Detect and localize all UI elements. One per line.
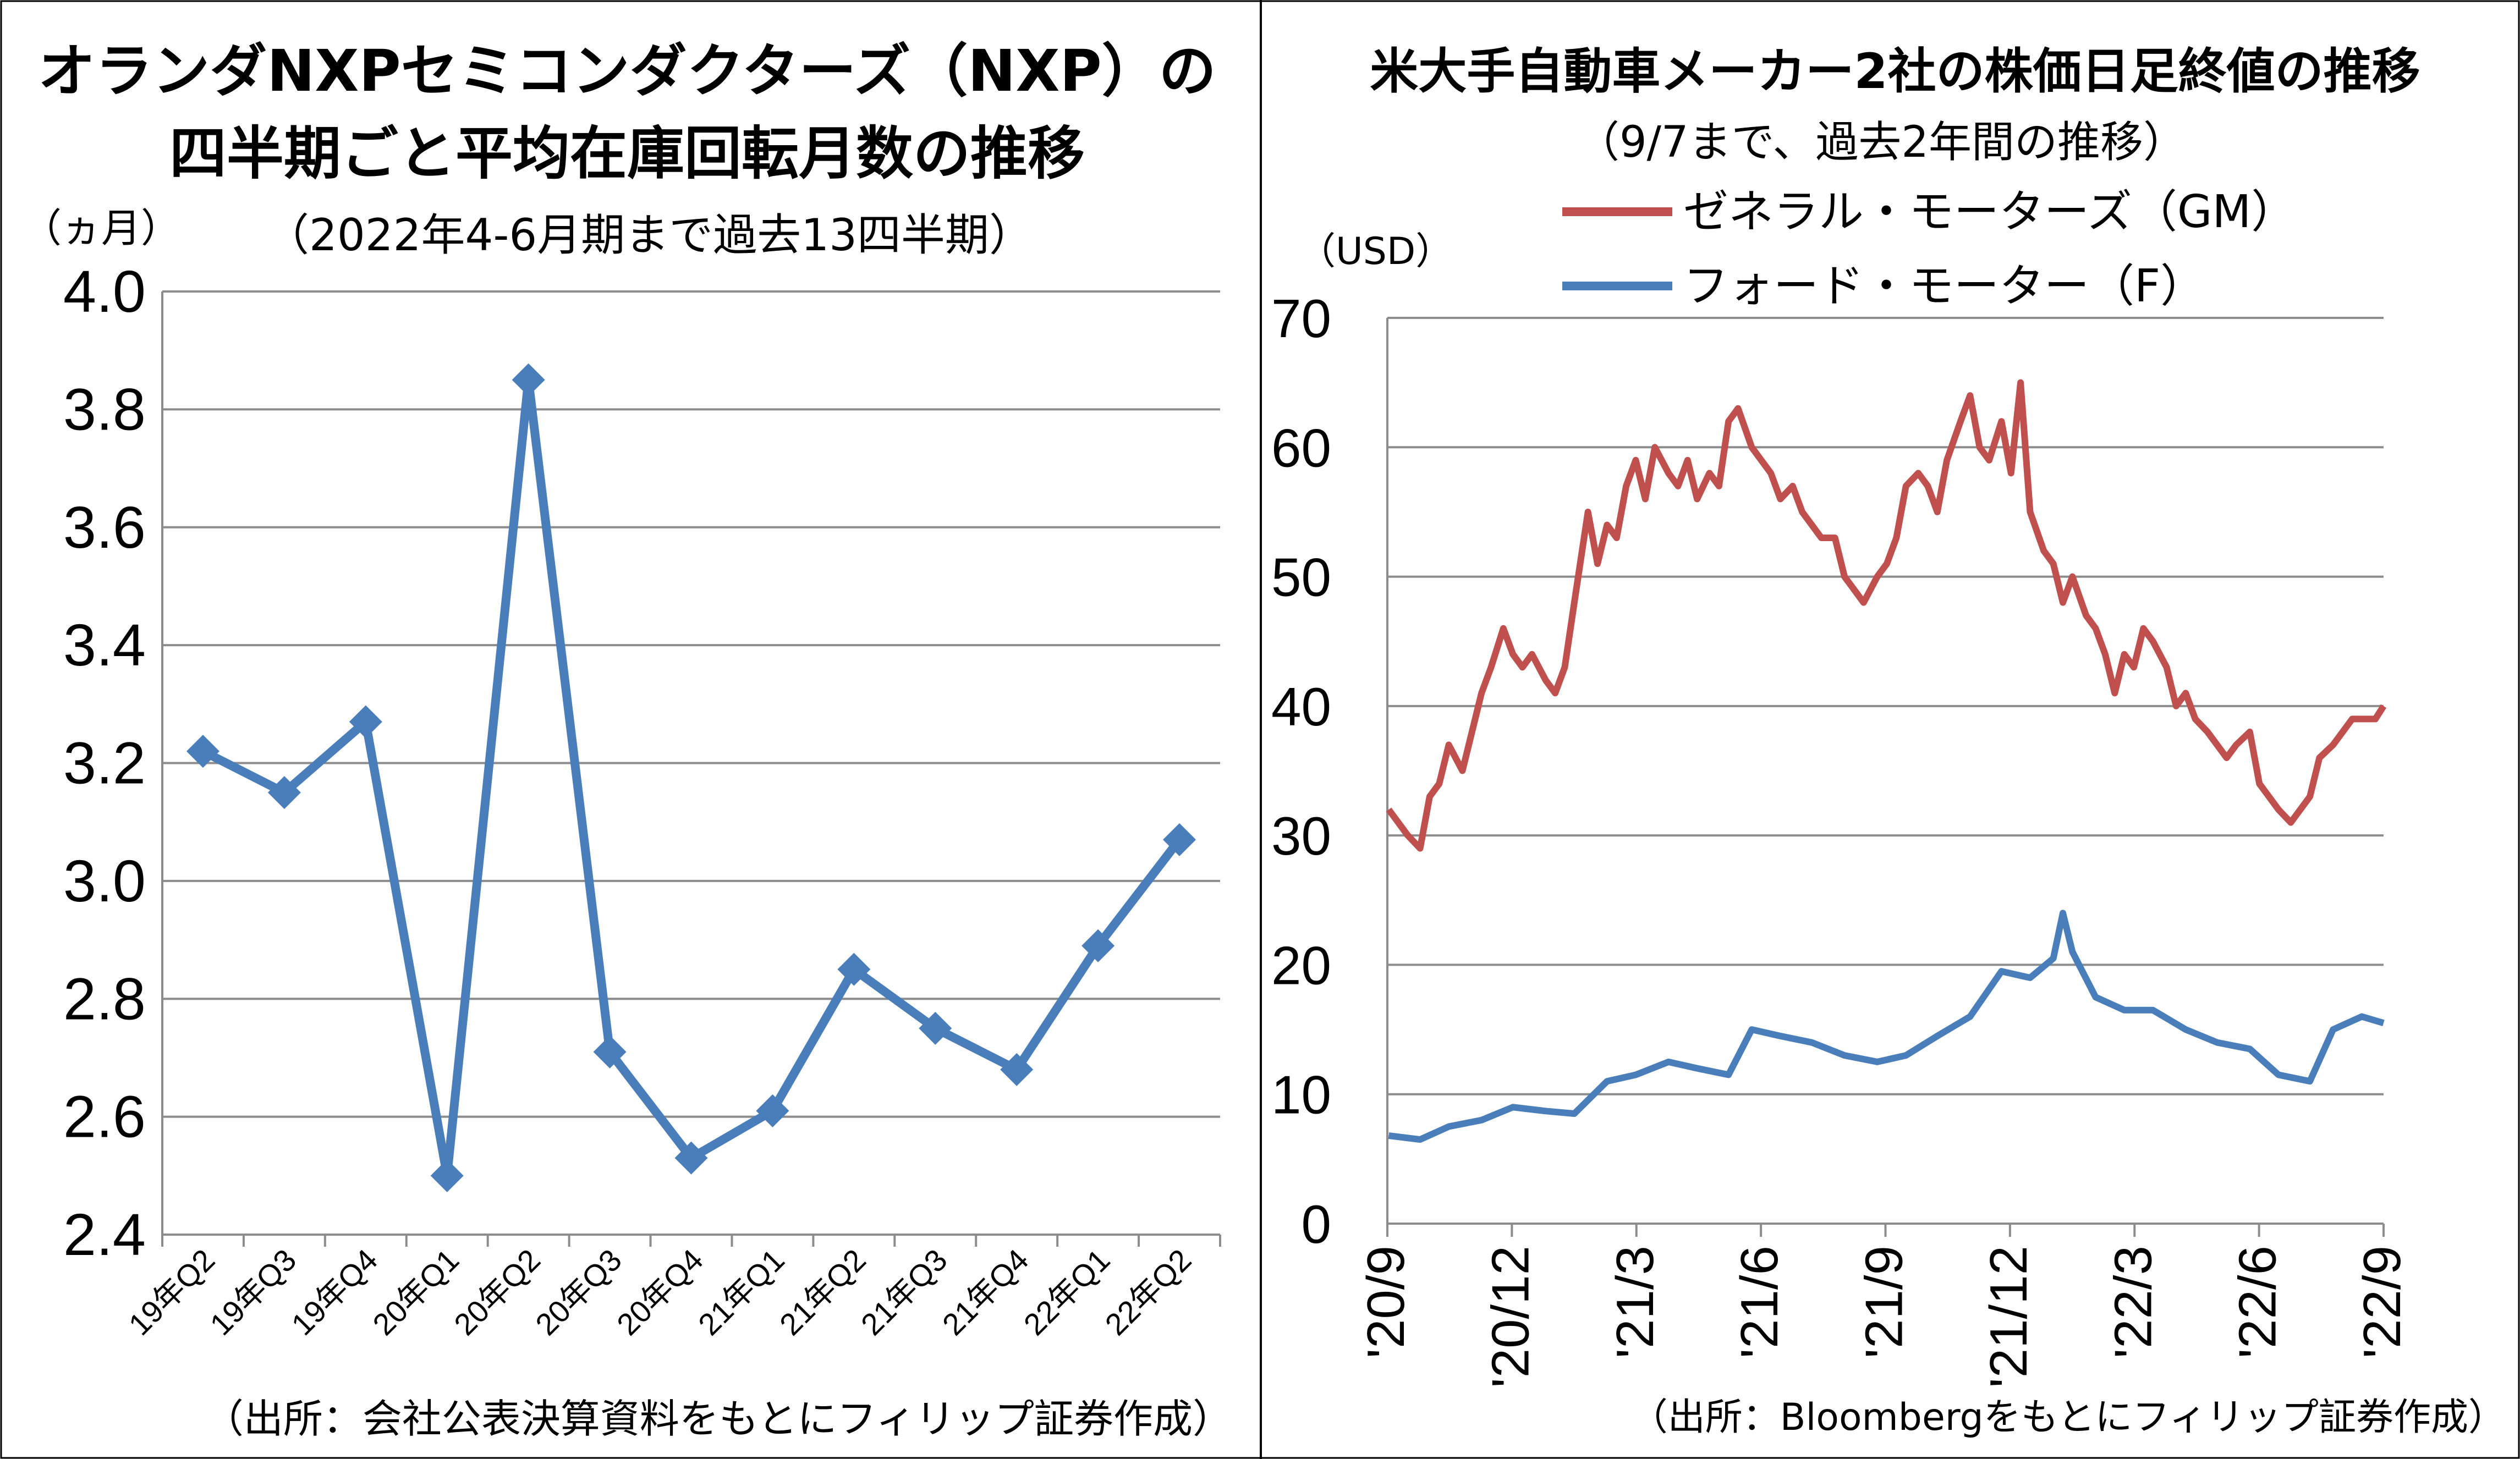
y-tick-label: 50: [1271, 547, 1331, 608]
data-point-marker: [674, 1141, 708, 1175]
auto-y-ticks: 70 60 50 40 30 20 10 0: [1271, 288, 1331, 1254]
y-tick-label: 30: [1271, 806, 1331, 866]
x-tick-label: 19年Q4: [284, 1242, 384, 1342]
x-tick-label: 20年Q1: [366, 1242, 465, 1342]
y-tick-label: 20: [1271, 935, 1331, 995]
auto-title: 米大手自動車メーカー2社の株価日足終値の推移: [1370, 43, 2420, 100]
x-tick-label: 21年Q3: [854, 1242, 954, 1342]
y-tick-label: 70: [1271, 288, 1331, 349]
data-point-marker: [1000, 1053, 1034, 1086]
series-line: [1386, 379, 2387, 852]
y-tick-label: 2.8: [63, 965, 146, 1032]
nxp-title-line2: 四半期ごと平均在庫回転月数の推移: [169, 120, 1085, 187]
data-point-marker: [837, 953, 871, 986]
data-point-marker: [267, 776, 301, 810]
y-tick-label: 2.4: [63, 1201, 146, 1268]
x-tick-label: 22年Q1: [1017, 1242, 1117, 1342]
x-tick-label: '21/9: [1855, 1246, 1914, 1358]
y-tick-label: 2.6: [63, 1083, 146, 1150]
auto-y-unit: （USD）: [1298, 230, 1453, 273]
data-point-marker: [1163, 823, 1196, 856]
nxp-source: （出所：会社公表決算資料をもとにフィリップ証券作成）: [204, 1396, 1232, 1442]
nxp-title-line1: オランダNXPセミコンダクターズ（NXP）の: [38, 37, 1216, 104]
y-tick-label: 0: [1301, 1194, 1331, 1254]
x-tick-label: 20年Q4: [610, 1242, 710, 1342]
x-tick-label: 21年Q1: [691, 1242, 791, 1342]
nxp-y-ticks: 4.0 3.8 3.6 3.4 3.2 3.0 2.8 2.6 2.4: [63, 258, 146, 1268]
y-tick-label: 40: [1271, 676, 1331, 737]
x-tick-label: 20年Q2: [447, 1242, 547, 1342]
data-point-marker: [186, 735, 219, 768]
x-tick-label: '20/12: [1481, 1246, 1540, 1388]
y-tick-label: 3.2: [63, 730, 146, 796]
legend-gm-label: ゼネラル・モーターズ（GM）: [1683, 186, 2296, 238]
auto-grid: [1386, 317, 2384, 1225]
auto-series: [1386, 379, 2387, 1143]
data-point-marker: [919, 1011, 952, 1045]
nxp-x-ticks: 19年Q219年Q319年Q420年Q120年Q220年Q320年Q421年Q1…: [122, 1235, 1221, 1342]
x-tick-label: '22/9: [2353, 1246, 2412, 1358]
nxp-y-unit: （ヵ月）: [22, 205, 180, 251]
legend-f-label: フォード・モーター（F）: [1683, 260, 2205, 312]
x-tick-label: 21年Q4: [936, 1242, 1035, 1342]
y-tick-label: 3.8: [63, 376, 146, 442]
x-tick-label: 20年Q3: [529, 1242, 628, 1342]
series-line: [201, 375, 1183, 1180]
y-tick-label: 3.4: [63, 612, 146, 678]
x-tick-label: '22/6: [2228, 1246, 2287, 1358]
data-point-marker: [593, 1035, 627, 1069]
y-tick-label: 4.0: [63, 258, 146, 324]
x-tick-label: '21/6: [1730, 1246, 1789, 1358]
y-tick-label: 10: [1271, 1065, 1331, 1125]
x-tick-label: '20/9: [1357, 1246, 1415, 1358]
data-point-marker: [756, 1094, 789, 1127]
series-line: [1388, 910, 2385, 1143]
y-tick-label: 3.6: [63, 494, 146, 560]
data-point-marker: [430, 1159, 464, 1192]
x-tick-label: '21/12: [1979, 1246, 2038, 1388]
auto-subtitle: （9/7まで、過去2年間の推移）: [1577, 118, 2186, 167]
data-point-marker: [349, 705, 382, 739]
x-tick-label: 21年Q2: [773, 1242, 872, 1342]
legend: ゼネラル・モーターズ（GM） フォード・モーター（F）: [1562, 186, 2296, 312]
data-point-marker: [512, 363, 545, 397]
x-tick-label: 22年Q2: [1099, 1242, 1198, 1342]
auto-x-ticks: '20/9 '20/12 '21/3 '21/6 '21/9 '21/12 '22/3 '22…: [1357, 1224, 2412, 1388]
nxp-subtitle: （2022年4-6月期まで過去13四半期）: [265, 210, 1033, 261]
x-tick-label: 19年Q3: [203, 1242, 303, 1342]
auto-source: （出所：Bloombergをもとにフィリップ証券作成）: [1630, 1396, 2506, 1439]
auto-stock-chart: 米大手自動車メーカー2社の株価日足終値の推移 （9/7まで、過去2年間の推移） …: [1271, 43, 2506, 1439]
y-tick-label: 60: [1271, 417, 1331, 478]
nxp-chart: オランダNXPセミコンダクターズ（NXP）の 四半期ごと平均在庫回転月数の推移 …: [22, 37, 1232, 1442]
x-tick-label: '22/3: [2104, 1246, 2162, 1358]
y-tick-label: 3.0: [63, 847, 146, 914]
x-tick-label: '21/3: [1606, 1246, 1665, 1358]
nxp-grid: [161, 290, 1220, 1236]
data-point-marker: [1081, 929, 1115, 962]
nxp-series: [186, 363, 1196, 1192]
